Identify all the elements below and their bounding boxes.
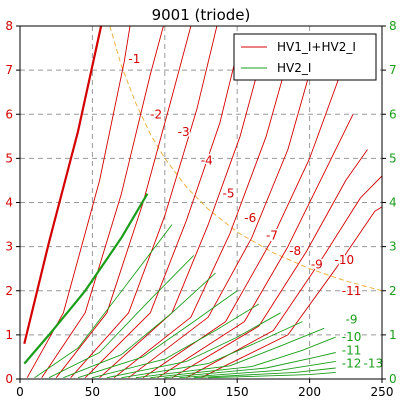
series-total-line: [171, 149, 368, 379]
y-tick-label-left: 3: [5, 240, 13, 254]
legend-items: HV1_I+HV2_I HV2_I: [241, 40, 356, 75]
curve-label: -5: [223, 187, 235, 201]
series-hv2-line: [77, 290, 238, 379]
legend-label: HV2_I: [277, 61, 311, 75]
series-total-line: [113, 43, 293, 379]
series-total-line: [200, 206, 383, 379]
y-tick-label-left: 5: [5, 151, 13, 165]
series-hv2-line: [92, 303, 260, 379]
curve-label: -13: [364, 357, 384, 371]
y-tick-label-right: 6: [389, 107, 397, 121]
series-hv2-line: [121, 321, 303, 379]
curve-label: -2: [150, 107, 162, 121]
y-tick-label-right: 7: [389, 63, 397, 77]
y-tick-label-right: 0: [389, 372, 397, 386]
series-hv2-line: [34, 224, 173, 379]
curve-label: -3: [178, 125, 190, 139]
series-total-line: [128, 52, 316, 379]
x-tick-label: 150: [226, 385, 249, 399]
series-total-line: [157, 114, 354, 379]
grid: [20, 26, 382, 379]
y-tick-label-left: 0: [5, 372, 13, 386]
series-hv2-line: [23, 193, 149, 365]
dissipation-curve: [109, 25, 383, 292]
dissipation-line: [109, 25, 383, 292]
y-tick-label-right: 8: [389, 19, 397, 33]
series-hv2-line: [135, 327, 325, 379]
series-total-line: [23, 25, 103, 344]
curve-label: -8: [289, 244, 301, 258]
chart-title: 9001 (triode): [152, 6, 251, 24]
curve-label: -11: [342, 343, 362, 357]
series-total-line: [99, 34, 269, 379]
series-group: [23, 25, 383, 379]
curve-label: -10: [342, 330, 362, 344]
y-tick-label-left: 4: [5, 196, 13, 210]
y-tick-label-left: 8: [5, 19, 13, 33]
x-tick-label: 0: [16, 385, 24, 399]
legend-box: [233, 33, 377, 81]
series-hv2-line: [63, 272, 216, 379]
series-hv2-line: [179, 360, 336, 379]
curve-label: -10: [335, 253, 355, 267]
x-tick-label: 250: [371, 385, 394, 399]
series-hv2-line: [48, 255, 195, 379]
x-tick-label: 50: [85, 385, 100, 399]
curve-label: -11: [342, 284, 362, 298]
curve-label: -9: [346, 312, 358, 326]
series-hv2-line: [193, 367, 336, 379]
y-tick-label-left: 6: [5, 107, 13, 121]
y-tick-label-right: 2: [389, 284, 397, 298]
series-total-line: [70, 25, 218, 378]
series-hv2-line: [208, 371, 336, 379]
y-tick-label-left: 7: [5, 63, 13, 77]
y-tick-label-left: 1: [5, 328, 13, 342]
legend-label: HV1_I+HV2_I: [277, 40, 356, 54]
legend: HV1_I+HV2_I HV2_I: [233, 33, 377, 81]
y-tick-label-right: 3: [389, 240, 397, 254]
curve-label: -9: [311, 257, 323, 271]
curve-label: -6: [244, 211, 256, 225]
curve-label: -12: [342, 357, 362, 371]
series-total-line: [186, 175, 383, 379]
series-hv2-line: [150, 336, 336, 379]
x-tick-label: 100: [153, 385, 176, 399]
y-tick-label-left: 2: [5, 284, 13, 298]
series-hv2-line: [164, 352, 336, 379]
curve-label: -7: [266, 229, 278, 243]
curve-label: -4: [201, 154, 213, 168]
curve-labels: -1-2-3-4-5-6-7-8-9 -10-11-9-10-11-12 -13: [127, 51, 385, 372]
series-total-line: [26, 25, 131, 378]
curve-label: -1: [128, 52, 140, 66]
series-total-line: [41, 25, 164, 378]
series-hv2-line: [106, 312, 281, 379]
y-tick-label-right: 5: [389, 151, 397, 165]
series-total-line: [84, 34, 242, 379]
x-tick-label: 200: [298, 385, 321, 399]
y-tick-label-right: 1: [389, 328, 397, 342]
series-total-line: [55, 25, 192, 378]
y-tick-label-right: 4: [389, 196, 397, 210]
